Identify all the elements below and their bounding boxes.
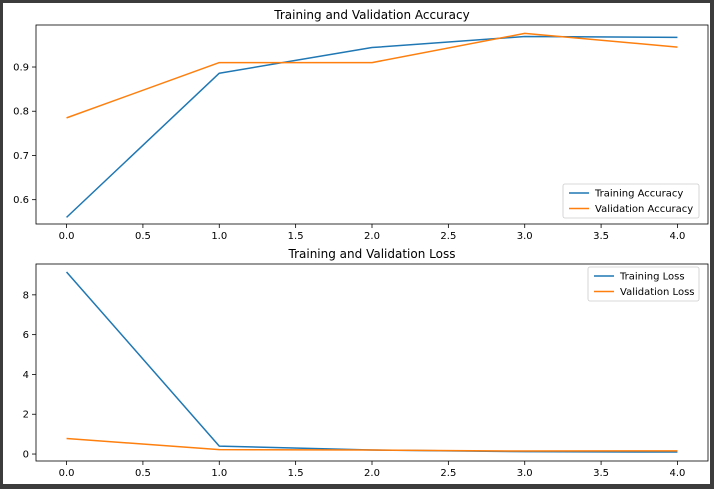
axes-frame [35, 263, 709, 462]
x-tick-label: 0.0 [59, 468, 75, 479]
x-tick-label: 3.5 [593, 231, 609, 242]
legend-label: Validation Accuracy [595, 204, 693, 215]
legend-label: Training Loss [619, 272, 685, 283]
x-tick-label: 4.0 [670, 231, 686, 242]
training-loss-line [65, 271, 678, 453]
figure: Training and Validation Accuracy 0.0 0.5 1.… [3, 3, 710, 484]
y-tick-label: 2 [23, 410, 29, 421]
y-tick-label: 6 [23, 330, 29, 341]
x-tick-label: 3.0 [517, 468, 533, 479]
legend-label: Validation Loss [620, 287, 695, 298]
legend-box [587, 266, 700, 302]
x-tick-label: 3.5 [593, 468, 609, 479]
legend-box [562, 183, 700, 219]
validation-accuracy-line [66, 32, 678, 119]
x-tick-label: 1.0 [211, 231, 227, 242]
x-tick-label: 2.5 [440, 468, 456, 479]
y-tick-label: 0.9 [13, 63, 29, 74]
x-tick-label: 1.5 [288, 231, 304, 242]
x-tick-label: 2.0 [364, 231, 380, 242]
x-tick-label: 2.0 [364, 468, 380, 479]
chart-title: Training and Validation Loss [288, 247, 456, 261]
x-tick-label: 1.5 [288, 468, 304, 479]
x-tick-label: 1.0 [211, 468, 227, 479]
x-tick-label: 4.0 [670, 468, 686, 479]
validation-loss-line [66, 437, 678, 452]
training-accuracy-line [66, 35, 678, 218]
axes-frame [35, 24, 709, 225]
y-tick-label: 0 [23, 450, 29, 461]
loss-chart: Training and Validation Loss 0.0 0.5 1.0 1.5… [23, 247, 709, 479]
accuracy-chart: Training and Validation Accuracy 0.0 0.5 1.… [13, 8, 709, 242]
x-tick-label: 0.0 [59, 231, 75, 242]
chart-figure: Training and Validation Accuracy 0.0 0.5 1.… [13, 8, 709, 479]
y-tick-label: 4 [23, 370, 29, 381]
y-tick-label: 8 [23, 290, 29, 301]
x-tick-label: 3.0 [517, 231, 533, 242]
y-tick-label: 0.8 [13, 107, 29, 118]
y-tick-label: 0.6 [13, 195, 29, 206]
chart-title: Training and Validation Accuracy [273, 8, 469, 22]
x-tick-label: 0.5 [135, 468, 151, 479]
y-tick-label: 0.7 [13, 151, 29, 162]
x-tick-label: 0.5 [135, 231, 151, 242]
legend-label: Training Accuracy [594, 189, 683, 200]
x-tick-label: 2.5 [440, 231, 456, 242]
